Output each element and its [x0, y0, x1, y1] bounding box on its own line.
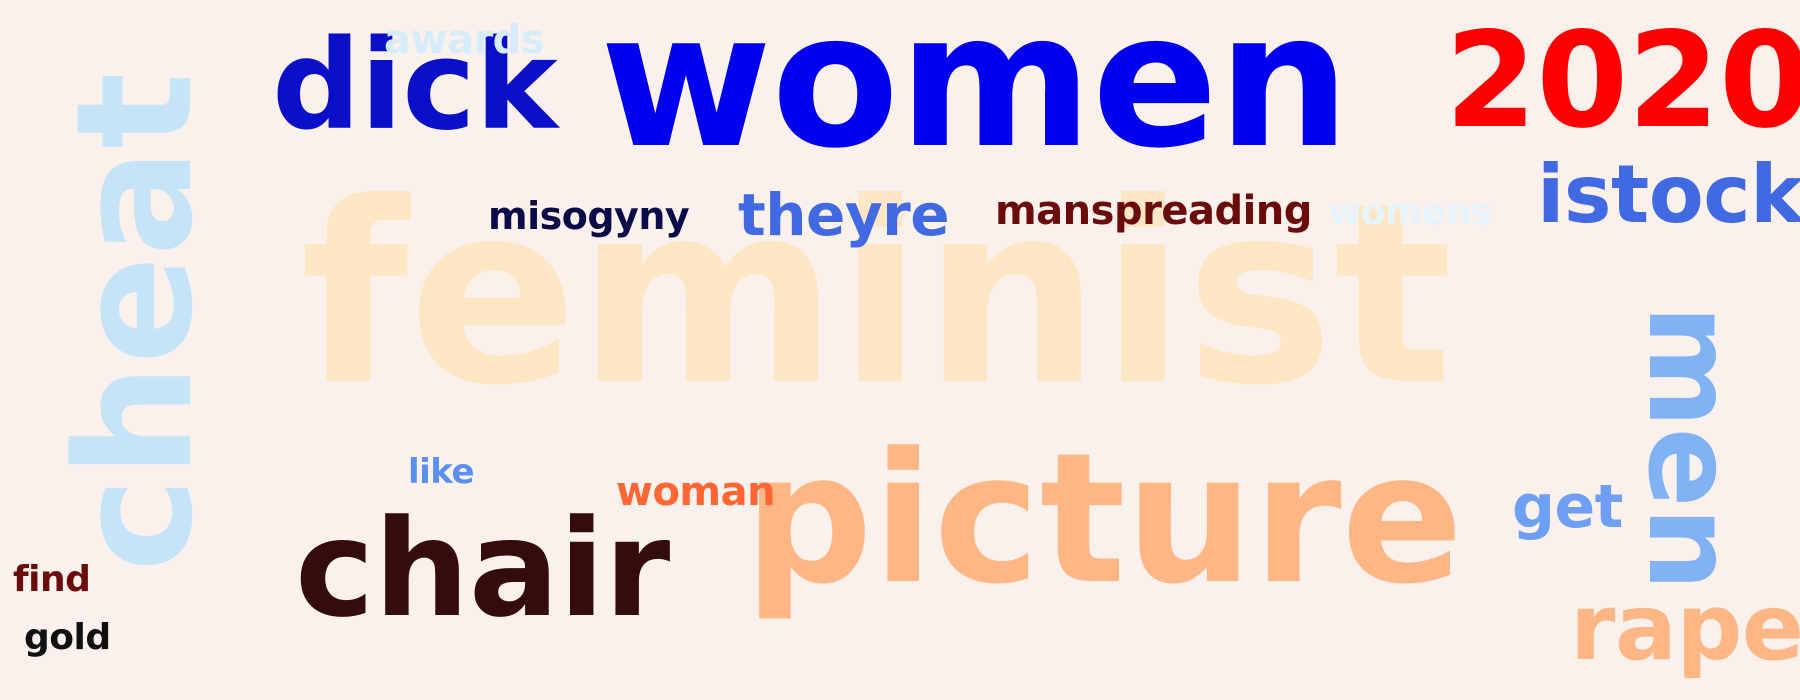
word-chair: chair: [295, 491, 670, 647]
word-awards: awards: [384, 17, 545, 63]
word-dick: dick: [272, 14, 558, 158]
word-theyre: theyre: [738, 181, 950, 249]
word-manspreading: manspreading: [995, 188, 1312, 234]
word-2020: 2020: [1445, 4, 1800, 158]
word-woman: woman: [616, 469, 776, 515]
word-find: find: [13, 559, 91, 600]
word-gold: gold: [24, 617, 111, 658]
word-women: women: [600, 0, 1350, 189]
word-cheat: cheat: [41, 72, 228, 572]
word-misogyny: misogyny: [488, 194, 690, 238]
word-rape: rape: [1570, 574, 1800, 681]
word-like: like: [408, 452, 475, 492]
word-picture: picture: [744, 415, 1463, 624]
word-get: get: [1512, 472, 1623, 542]
word-istock: istock: [1537, 148, 1800, 241]
word-womens: womens: [1328, 192, 1492, 233]
word-feminist: feminist: [300, 149, 1453, 440]
word-men: men: [1622, 305, 1760, 591]
